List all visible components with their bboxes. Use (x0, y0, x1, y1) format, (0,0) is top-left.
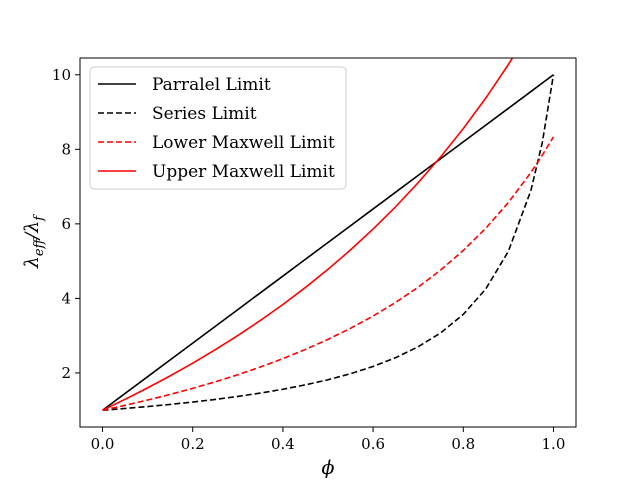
y-tick-label: 6 (61, 215, 71, 233)
x-tick-label: 0.6 (361, 435, 385, 453)
series-line-2 (102, 74, 555, 412)
y-axis-label: λeff/λf (21, 214, 47, 269)
x-tick-label: 0.4 (271, 435, 295, 453)
x-tick-label: 0.8 (451, 435, 475, 453)
series-line-1 (102, 74, 554, 411)
x-tick-label: 0.0 (91, 435, 115, 453)
legend: Parralel Limit Series Limit Lower Maxwell … (89, 66, 347, 190)
y-tick-label: 4 (61, 289, 71, 307)
x-tick-label: 1.0 (542, 435, 566, 453)
x-axis-ticks: 0.0 0.2 0.4 0.6 0.8 1.0 (91, 427, 566, 453)
series-line-4 (102, 58, 514, 411)
y-axis-ticks: 2 4 6 8 10 (52, 66, 80, 382)
series-layer (102, 58, 555, 412)
series-line-3 (102, 136, 555, 412)
y-tick-label: 8 (61, 140, 71, 158)
y-tick-label: 10 (52, 66, 71, 84)
y-tick-label: 2 (61, 364, 71, 382)
plot-frame (79, 57, 577, 428)
legend-label: Lower Maxwell Limit (152, 133, 335, 153)
legend-label: Series Limit (152, 104, 257, 124)
legend-label: Upper Maxwell Limit (152, 162, 335, 182)
x-axis-label: ϕ (322, 457, 335, 479)
legend-label: Parralel Limit (152, 75, 271, 95)
x-tick-label: 0.2 (181, 435, 205, 453)
legend-frame (89, 66, 347, 190)
